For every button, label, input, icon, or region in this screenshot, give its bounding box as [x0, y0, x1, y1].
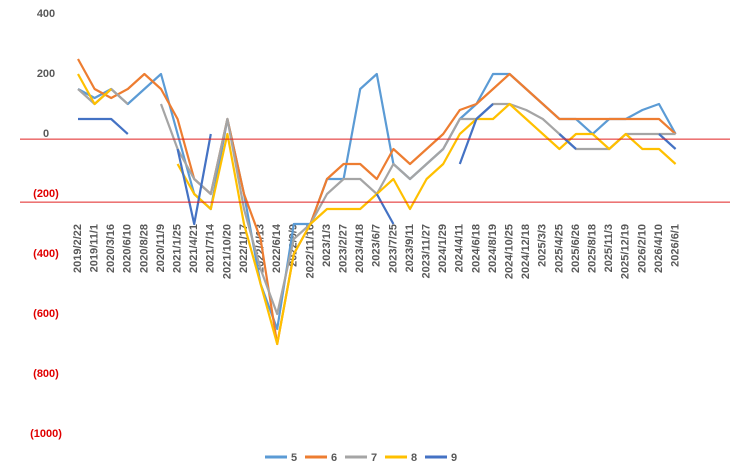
x-tick-label: 2023/9/11 [404, 224, 416, 272]
x-tick-label: 2023/2/27 [338, 224, 350, 273]
y-tick-label: 0 [43, 128, 49, 140]
x-tick-label: 2023/7/25 [387, 224, 399, 273]
x-tick-label: 2025/12/19 [620, 224, 632, 279]
x-tick-label: 2023/4/18 [354, 224, 366, 273]
x-tick-label: 2019/2/22 [72, 224, 84, 273]
y-tick-label: (200) [33, 188, 59, 200]
x-tick-label: 2020/8/28 [138, 224, 150, 273]
series-line [77, 73, 677, 346]
x-tick-label: 2026/4/10 [653, 224, 665, 273]
y-tick-label: (1000) [30, 428, 62, 440]
x-tick-label: 2023/1/3 [321, 224, 333, 267]
series-line [77, 87, 676, 316]
y-tick-label: 400 [37, 8, 55, 20]
x-tick-label: 2021/10/20 [221, 224, 233, 279]
y-tick-label: 200 [37, 68, 55, 80]
x-tick-label: 2026/6/1 [670, 224, 682, 267]
x-tick-label: 2023/11/27 [421, 224, 433, 278]
x-tick-label: 2022/11/16 [304, 224, 316, 278]
legend-label: 6 [331, 452, 337, 464]
x-tick-label: 2023/6/7 [371, 224, 383, 267]
x-tick-label: 2025/4/25 [553, 224, 565, 273]
x-tick-label: 2024/12/18 [520, 224, 532, 279]
legend-label: 5 [291, 452, 297, 464]
legend-label: 9 [451, 452, 457, 464]
y-tick-label: (800) [33, 368, 59, 380]
x-tick-label: 2021/4/21 [188, 224, 200, 273]
x-tick-label: 2025/3/3 [537, 224, 549, 267]
x-tick-label: 2021/1/25 [172, 224, 184, 273]
legend-label: 7 [371, 452, 377, 464]
x-tick-label: 2021/7/14 [205, 223, 217, 273]
series-line [78, 103, 677, 226]
x-tick-label: 2024/1/29 [437, 224, 449, 273]
x-tick-label: 2025/6/26 [570, 224, 582, 273]
y-tick-label: (400) [33, 248, 59, 260]
x-tick-label: 2024/10/25 [504, 224, 516, 279]
x-tick-label: 2024/4/11 [454, 224, 466, 272]
x-tick-label: 2022/6/14 [271, 223, 283, 273]
x-tick-label: 2020/6/10 [122, 224, 134, 273]
series-line [77, 58, 677, 346]
x-tick-label: 2026/2/10 [636, 224, 648, 273]
x-tick-label: 2020/3/16 [105, 224, 117, 273]
x-tick-label: 2022/1/17 [238, 224, 250, 273]
y-tick-label: (600) [33, 308, 59, 320]
x-tick-label: 2019/11/1 [89, 224, 101, 272]
series-line [77, 72, 677, 331]
x-tick-label: 2025/11/3 [603, 224, 615, 272]
x-tick-label: 2024/6/18 [470, 224, 482, 273]
x-tick-label: 2020/11/9 [155, 224, 167, 272]
x-tick-label: 2025/8/18 [587, 224, 599, 273]
x-tick-label: 2024/8/19 [487, 224, 499, 273]
legend-label: 8 [411, 452, 417, 464]
